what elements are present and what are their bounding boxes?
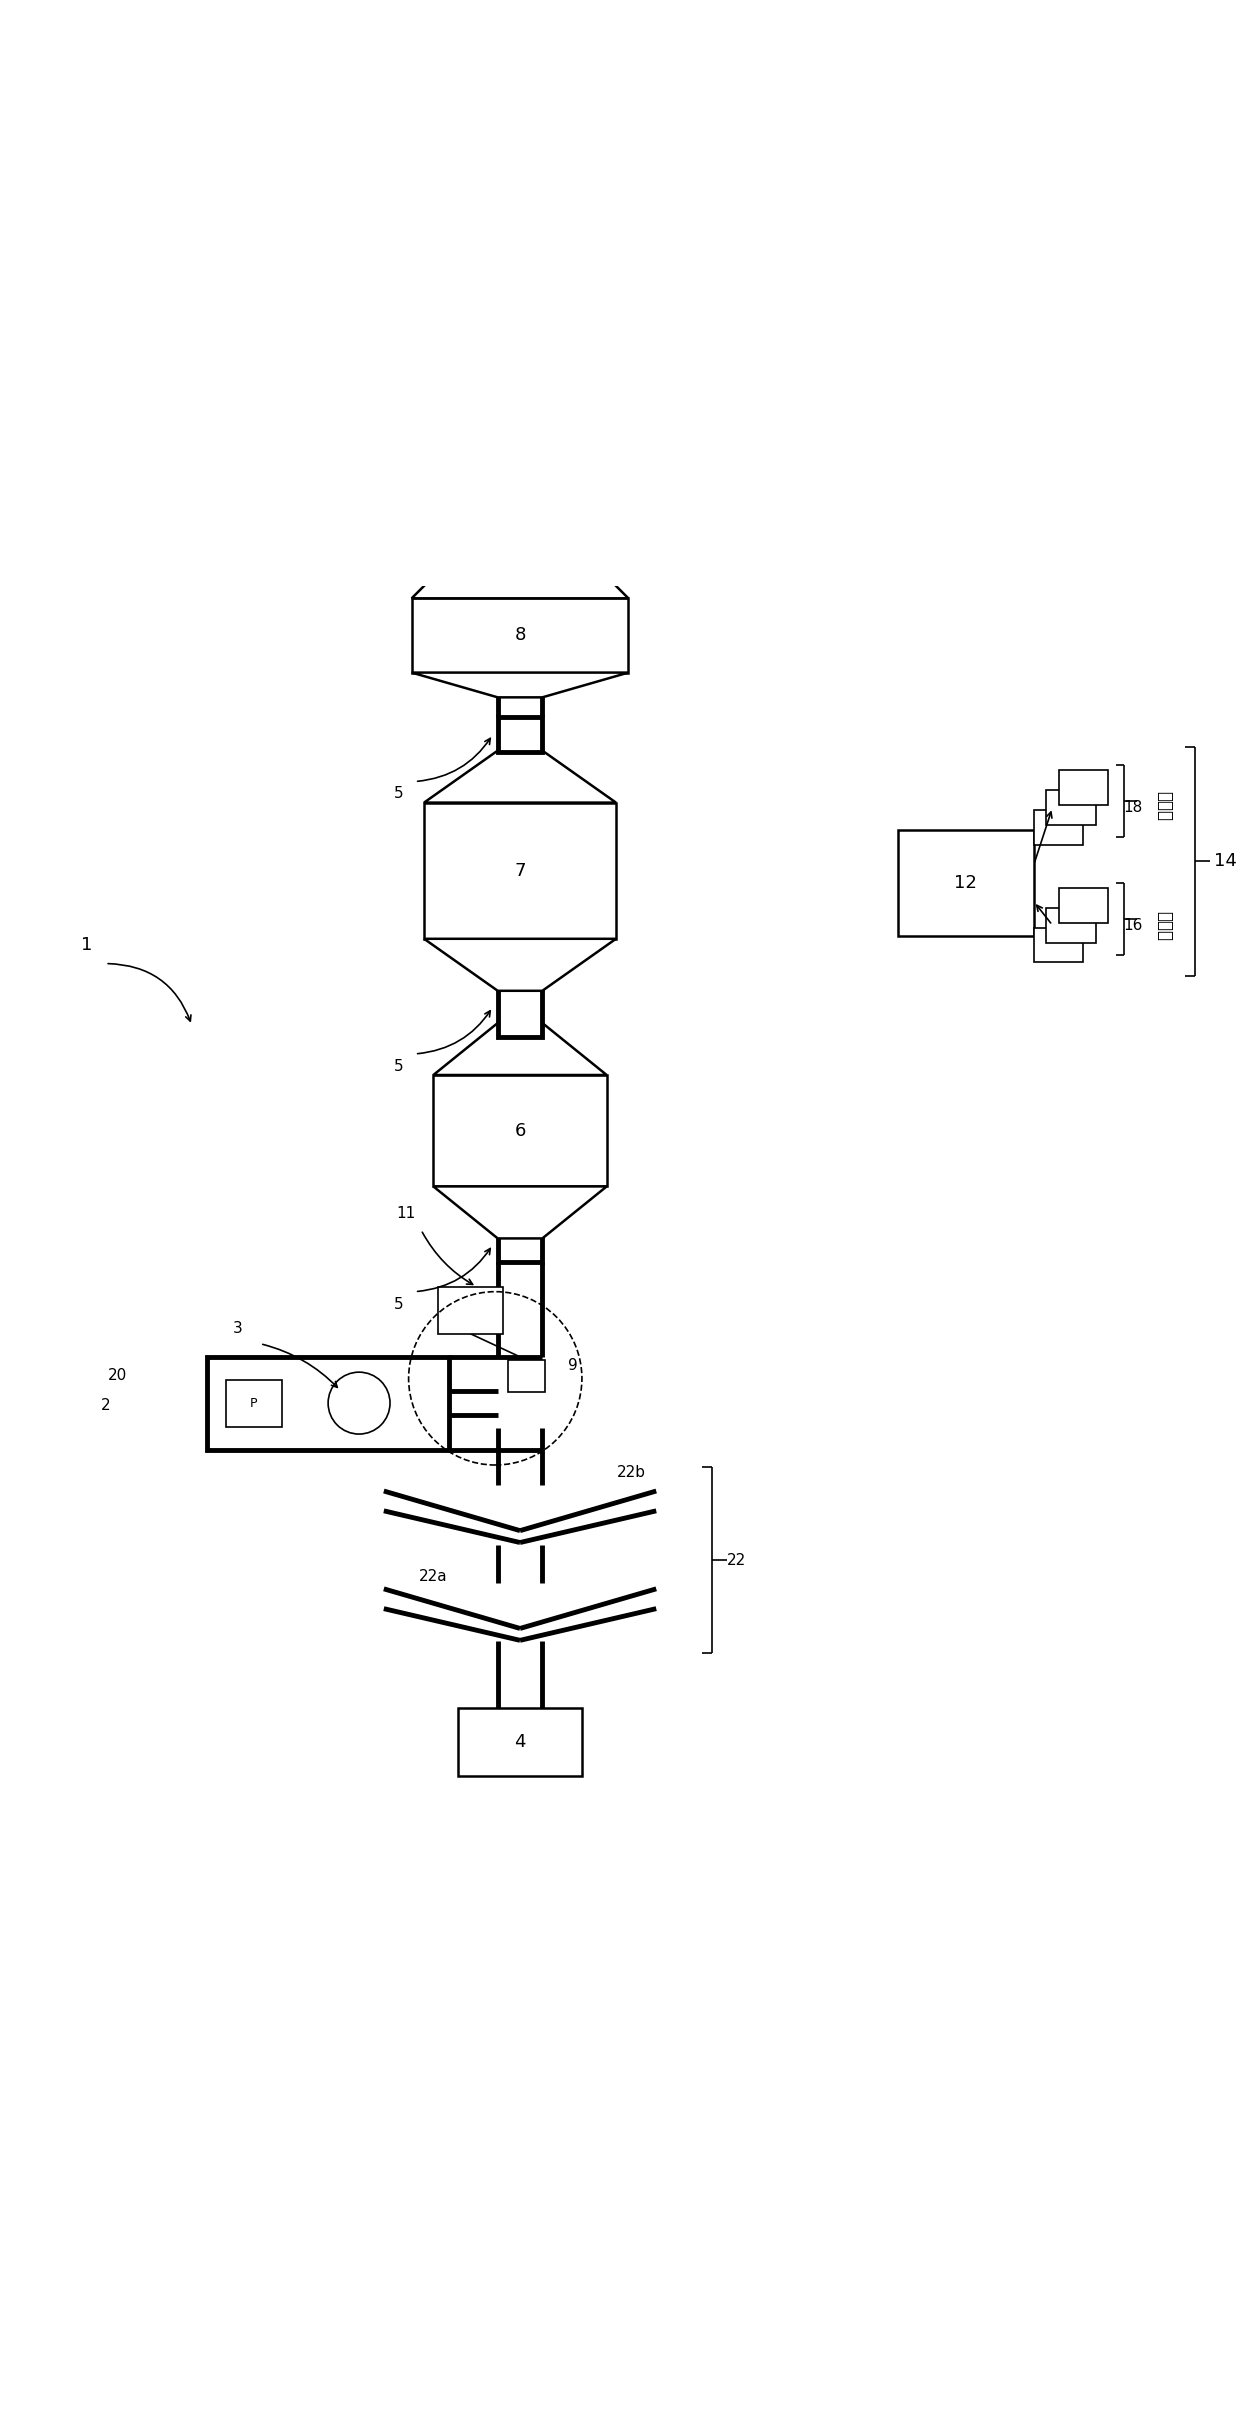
Bar (1059, 771, 1109, 805)
Bar (497, 718, 542, 752)
Text: 执行器: 执行器 (1154, 790, 1173, 822)
Polygon shape (424, 750, 616, 803)
Bar (1034, 810, 1084, 844)
Text: 18: 18 (1123, 800, 1142, 815)
Bar (1034, 928, 1084, 962)
Text: 3: 3 (233, 1321, 243, 1335)
Bar (497, 976, 542, 1036)
Bar (433, 1075, 606, 1186)
Polygon shape (412, 528, 629, 598)
Text: 11: 11 (397, 1205, 415, 1222)
Polygon shape (433, 1186, 606, 1239)
Bar (458, 1709, 582, 1776)
Text: 7: 7 (515, 863, 526, 880)
Text: 8: 8 (515, 627, 526, 643)
Text: 22a: 22a (419, 1569, 448, 1583)
Bar (507, 1359, 544, 1393)
Text: 4: 4 (515, 1733, 526, 1752)
Text: 12: 12 (955, 875, 977, 892)
Text: 5: 5 (394, 1058, 403, 1075)
Text: 22b: 22b (618, 1465, 646, 1480)
Bar (497, 1227, 542, 1263)
Text: 传感器: 传感器 (1154, 911, 1173, 942)
Text: 16: 16 (1123, 918, 1142, 933)
Text: P: P (250, 1398, 258, 1410)
Bar (1059, 887, 1109, 923)
Text: 1: 1 (81, 935, 92, 954)
Text: 14: 14 (1214, 853, 1238, 870)
Bar (424, 803, 616, 940)
Text: 2: 2 (100, 1398, 110, 1412)
Polygon shape (424, 940, 616, 991)
Text: 5: 5 (394, 1297, 403, 1311)
Bar (412, 598, 629, 672)
Bar (226, 1379, 281, 1427)
Text: 20: 20 (108, 1369, 128, 1383)
Text: 9: 9 (568, 1359, 578, 1374)
Bar (1047, 790, 1096, 824)
Text: 22: 22 (727, 1552, 746, 1569)
Text: 6: 6 (515, 1121, 526, 1140)
Bar (438, 1287, 502, 1333)
Text: 5: 5 (394, 786, 403, 803)
Polygon shape (412, 672, 629, 696)
Bar (1047, 909, 1096, 942)
Circle shape (329, 1371, 391, 1434)
Bar (898, 831, 1034, 935)
Polygon shape (433, 1022, 606, 1075)
Bar (207, 1357, 449, 1448)
